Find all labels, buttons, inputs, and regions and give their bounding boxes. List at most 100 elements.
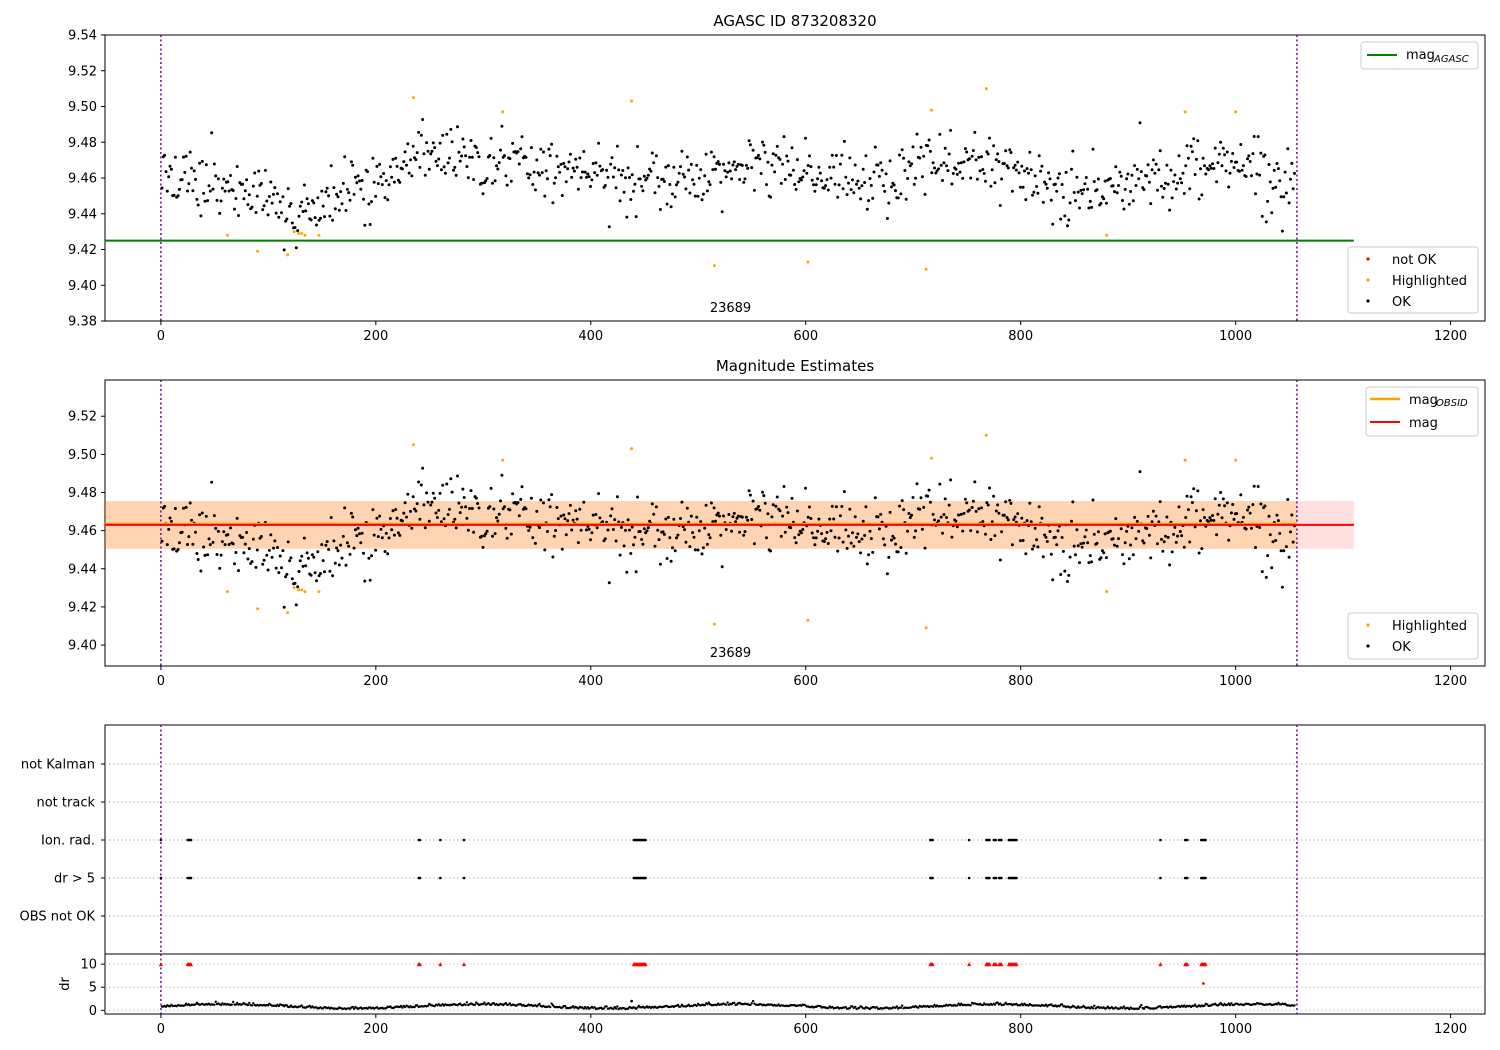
ok-point <box>1247 505 1251 509</box>
ok-point <box>590 178 594 182</box>
dr-x-ticks: 0 200 400 600 800 1000 1200 <box>157 1014 1467 1037</box>
ok-point <box>1048 530 1052 533</box>
dr-point <box>577 1007 580 1010</box>
ok-point <box>669 205 673 209</box>
ok-point <box>466 176 470 180</box>
ok-point <box>400 519 404 523</box>
ok-point <box>353 528 357 532</box>
ok-point <box>1130 173 1134 177</box>
ok-point <box>669 559 673 563</box>
ok-point <box>465 165 469 168</box>
ok-point <box>296 585 300 589</box>
ok-point <box>439 520 443 524</box>
ok-point <box>883 189 887 193</box>
ok-point <box>431 141 435 145</box>
ok-point <box>1068 555 1072 559</box>
ok-point <box>392 533 396 537</box>
ok-point <box>801 528 805 531</box>
ok-point <box>517 162 521 166</box>
ok-point <box>489 136 493 140</box>
ok-point <box>231 189 235 192</box>
ok-point <box>928 149 932 153</box>
ok-point <box>1049 198 1053 202</box>
ok-point <box>1199 519 1202 523</box>
ok-point <box>967 157 971 161</box>
ok-point <box>552 181 556 185</box>
ok-point <box>1200 547 1204 551</box>
ok-point <box>265 553 269 557</box>
highlighted-point <box>924 626 928 630</box>
ok-point <box>763 150 767 154</box>
legend-ok: OK <box>1392 295 1411 310</box>
flag-point <box>1186 838 1189 842</box>
ok-point <box>1211 514 1214 517</box>
ok-point <box>362 197 365 201</box>
ok-point <box>173 507 177 510</box>
ok-point <box>168 164 172 168</box>
ok-point <box>500 473 504 477</box>
ok-point <box>1287 555 1291 559</box>
ok-point <box>896 550 900 554</box>
ok-point <box>770 515 774 519</box>
ok-point <box>267 548 271 552</box>
flag-point <box>439 838 442 842</box>
ok-point <box>1150 520 1154 524</box>
dr-point <box>194 1003 197 1006</box>
ok-point <box>615 144 619 148</box>
ok-point <box>464 154 468 158</box>
ok-point <box>180 530 184 534</box>
ok-point <box>531 183 535 186</box>
ok-point <box>331 574 335 578</box>
ok-point <box>358 179 361 183</box>
dr-point <box>960 1002 963 1005</box>
ok-point <box>1172 532 1176 536</box>
ok-point <box>394 508 398 511</box>
ok-point <box>634 215 638 219</box>
ok-point <box>222 530 226 534</box>
dr-point <box>492 1002 495 1005</box>
ok-point <box>533 541 537 545</box>
ok-point <box>758 508 762 512</box>
ok-point <box>943 497 947 501</box>
ok-point <box>1248 160 1252 163</box>
ok-point <box>1232 517 1236 521</box>
ok-point <box>289 556 293 560</box>
ok-point <box>642 527 646 531</box>
ok-point <box>349 511 353 515</box>
ok-point <box>1180 181 1184 185</box>
ok-point <box>937 167 940 171</box>
dr-point <box>614 1007 618 1010</box>
ok-point <box>984 179 987 183</box>
ok-point <box>1083 535 1087 539</box>
ok-point <box>1059 217 1063 221</box>
y-tick-label: 9.54 <box>68 29 97 44</box>
ok-point <box>915 132 919 136</box>
ok-point <box>752 188 756 192</box>
ok-point <box>402 160 406 164</box>
ok-point <box>884 172 888 176</box>
ok-point <box>736 514 740 518</box>
ok-point <box>666 164 670 168</box>
x-tick-label: 1200 <box>1434 674 1467 689</box>
ok-point <box>438 141 442 145</box>
ok-point <box>810 531 814 535</box>
ok-point <box>539 147 543 151</box>
ok-point <box>942 513 946 516</box>
ok-point <box>668 536 672 540</box>
ok-point <box>262 558 266 562</box>
ok-point <box>222 177 226 181</box>
ok-point <box>607 581 611 585</box>
ok-point <box>662 180 666 183</box>
ok-point <box>911 496 915 499</box>
ok-point <box>1223 153 1227 157</box>
x-tick-label: 200 <box>363 329 388 344</box>
ok-point <box>1012 518 1016 522</box>
ok-point <box>337 208 341 212</box>
ok-point <box>380 183 384 187</box>
ok-point <box>970 506 974 509</box>
ok-point <box>235 165 239 168</box>
ok-point <box>496 167 500 171</box>
ok-point <box>1173 525 1177 529</box>
ok-point <box>920 175 924 179</box>
ok-point <box>300 554 304 558</box>
